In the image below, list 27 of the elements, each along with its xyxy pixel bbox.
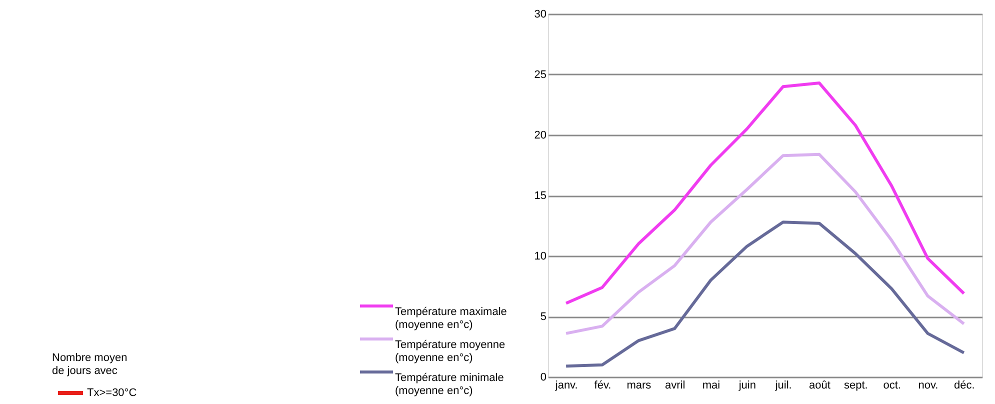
line-series — [564, 152, 966, 335]
legend-label: Température maximale (moyenne en°c) — [395, 306, 507, 331]
x-tick-label: janv. — [554, 380, 578, 392]
line-series — [564, 81, 966, 305]
x-tick-label: déc. — [954, 380, 975, 392]
y-tick-label: 15 — [534, 190, 546, 202]
y-tick-label: 30 — [534, 8, 546, 20]
x-tick-label: mai — [702, 380, 720, 392]
legend-label: Température minimale (moyenne en°c) — [395, 372, 504, 397]
x-tick-label: mars — [626, 380, 652, 392]
legend-label: Température moyenne (moyenne en°c) — [395, 339, 506, 364]
x-tick-label: fév. — [594, 380, 612, 392]
x-tick-label: août — [809, 380, 830, 392]
x-tick-label: sept. — [844, 380, 868, 392]
y-tick-label: 5 — [540, 311, 546, 323]
y-tick-label: 0 — [540, 372, 546, 384]
x-tick-label: oct. — [883, 380, 901, 392]
line-series — [564, 220, 966, 368]
x-tick-label: nov. — [918, 380, 938, 392]
legend-label: Tx>=30°C — [87, 387, 137, 399]
y-tick-label: 25 — [534, 69, 546, 81]
legend-title: Nombre moyen de jours avec — [52, 352, 128, 377]
x-tick-label: avril — [664, 380, 686, 392]
x-tick-label: juin — [738, 380, 756, 392]
y-tick-label: 20 — [534, 130, 546, 142]
y-tick-label: 10 — [534, 250, 546, 262]
x-tick-label: juil. — [774, 380, 792, 392]
